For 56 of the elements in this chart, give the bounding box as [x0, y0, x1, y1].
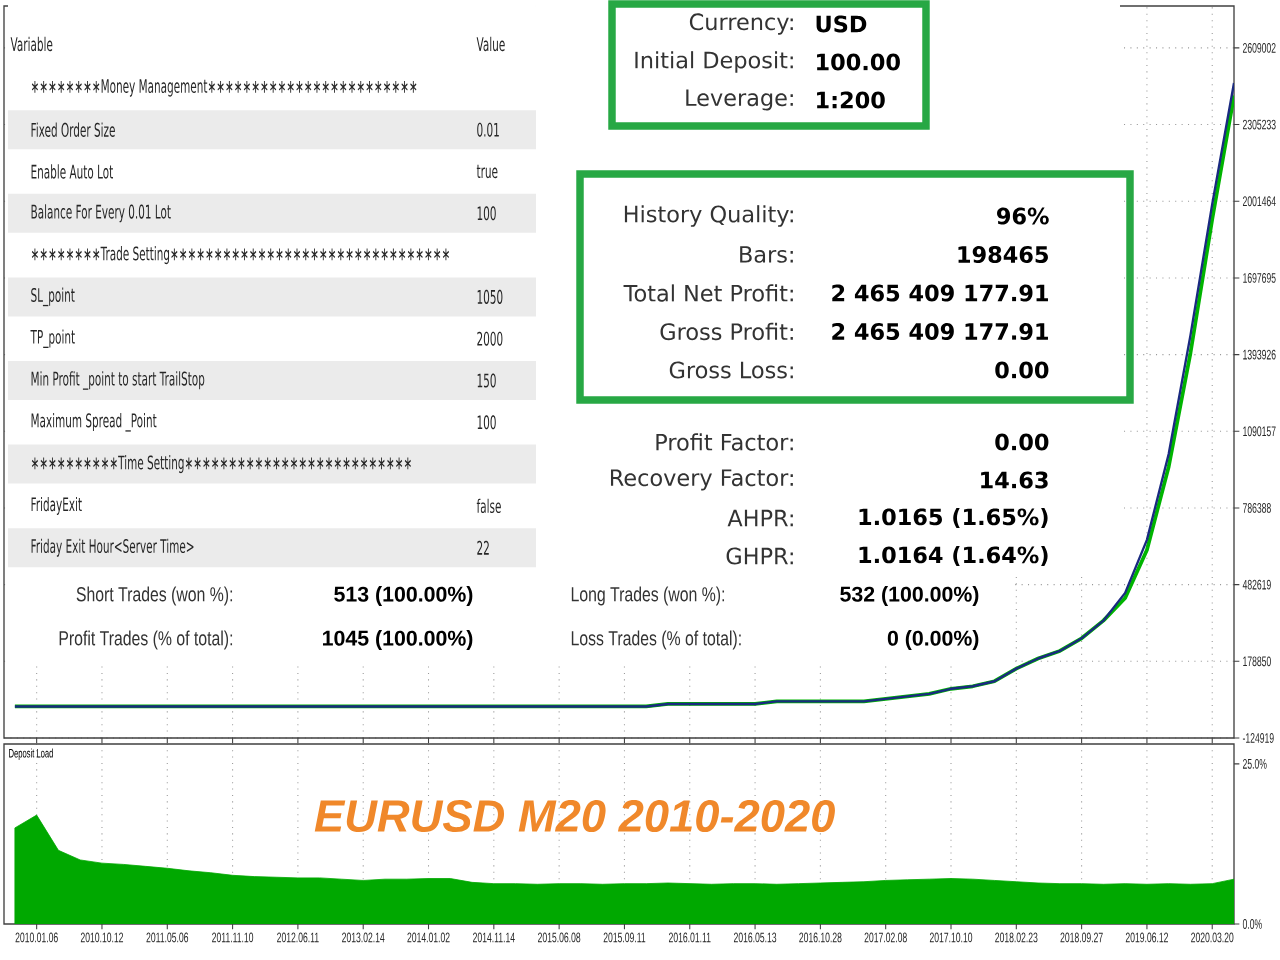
annotation: USD	[816, 15, 867, 33]
category-label: Balance For Every 0.01 Lot	[31, 204, 171, 223]
annotation: 0.00	[995, 433, 1049, 451]
category-label: Min Profit _point to start TrailStop	[31, 371, 205, 390]
category-label: FridayExit	[31, 496, 82, 515]
annotation: 2 465 409 177.91	[832, 323, 1048, 340]
text: 100	[477, 206, 496, 221]
text: true	[476, 164, 498, 179]
category-label: Maximum Spread _Point	[31, 413, 157, 432]
category-label: ∗∗∗∗∗∗∗∗Money Management∗∗∗∗∗∗∗∗∗∗∗∗∗∗∗∗∗∗∗∗∗∗∗∗	[31, 79, 417, 97]
annotation: 0 (0.00%)	[887, 630, 979, 650]
category-label: SL_point	[31, 287, 75, 307]
category-label: Friday Exit Hour<Server Time>	[31, 538, 194, 557]
category-label: TP_point	[30, 329, 75, 348]
text: 2000	[477, 331, 503, 346]
annotation: Variable	[10, 36, 53, 52]
annotation: Gross Loss:	[669, 361, 793, 379]
category-label: Fixed Order Size	[31, 122, 115, 137]
annotation: Profit Factor:	[656, 433, 793, 451]
annotation: 96%	[997, 207, 1049, 225]
text: 1050	[477, 289, 503, 304]
annotation: Loss Trades (% of total):	[571, 630, 741, 650]
category-label: Enable Auto Lot	[31, 164, 113, 179]
category-label: ∗∗∗∗∗∗∗∗∗∗Time Setting∗∗∗∗∗∗∗∗∗∗∗∗∗∗∗∗∗∗∗∗∗∗∗∗∗∗	[31, 455, 411, 474]
annotation: 1:200	[817, 91, 885, 109]
category-label: ∗∗∗∗∗∗∗∗Trade Setting∗∗∗∗∗∗∗∗∗∗∗∗∗∗∗∗∗∗∗∗∗∗∗∗∗∗∗∗∗∗∗∗	[31, 246, 449, 265]
annotation: 532 (100.00%)	[840, 586, 979, 606]
annotation: Initial Deposit:	[635, 51, 793, 73]
annotation: AHPR:	[727, 509, 793, 527]
annotation: GHPR:	[726, 547, 793, 565]
text: 100	[477, 415, 496, 430]
annotation: Gross Profit:	[660, 322, 793, 341]
annotation: 513 (100.00%)	[334, 586, 473, 606]
annotation: 1045 (100.00%)	[323, 630, 473, 650]
annotation: Currency:	[689, 13, 793, 35]
annotation: 0.00	[995, 361, 1049, 379]
annotation: 100.00	[817, 53, 900, 71]
annotation: Bars:	[740, 246, 793, 263]
annotation: Short Trades (won %):	[76, 586, 233, 606]
annotation: 2 465 409 177.91	[832, 284, 1048, 302]
annotation: Leverage:	[686, 89, 793, 111]
annotation: 198465	[958, 246, 1048, 263]
annotation: EURUSD M20 2010-2020	[314, 799, 835, 833]
annotation: Long Trades (won %):	[571, 586, 725, 606]
annotation: 1.0165 (1.65%)	[859, 508, 1048, 528]
annotation: History Quality:	[624, 205, 793, 227]
text: 22	[477, 540, 489, 555]
annotation: 1.0164 (1.64%)	[859, 546, 1048, 566]
text: 150	[477, 373, 496, 388]
annotation: Recovery Factor:	[610, 469, 793, 491]
text: 0.01	[477, 122, 499, 137]
annotation: 14.63	[981, 471, 1048, 489]
annotation: Total Net Profit:	[623, 284, 793, 302]
text: false	[476, 498, 501, 514]
annotation: Profit Trades (% of total):	[59, 630, 233, 650]
annotation: Value	[476, 36, 505, 52]
